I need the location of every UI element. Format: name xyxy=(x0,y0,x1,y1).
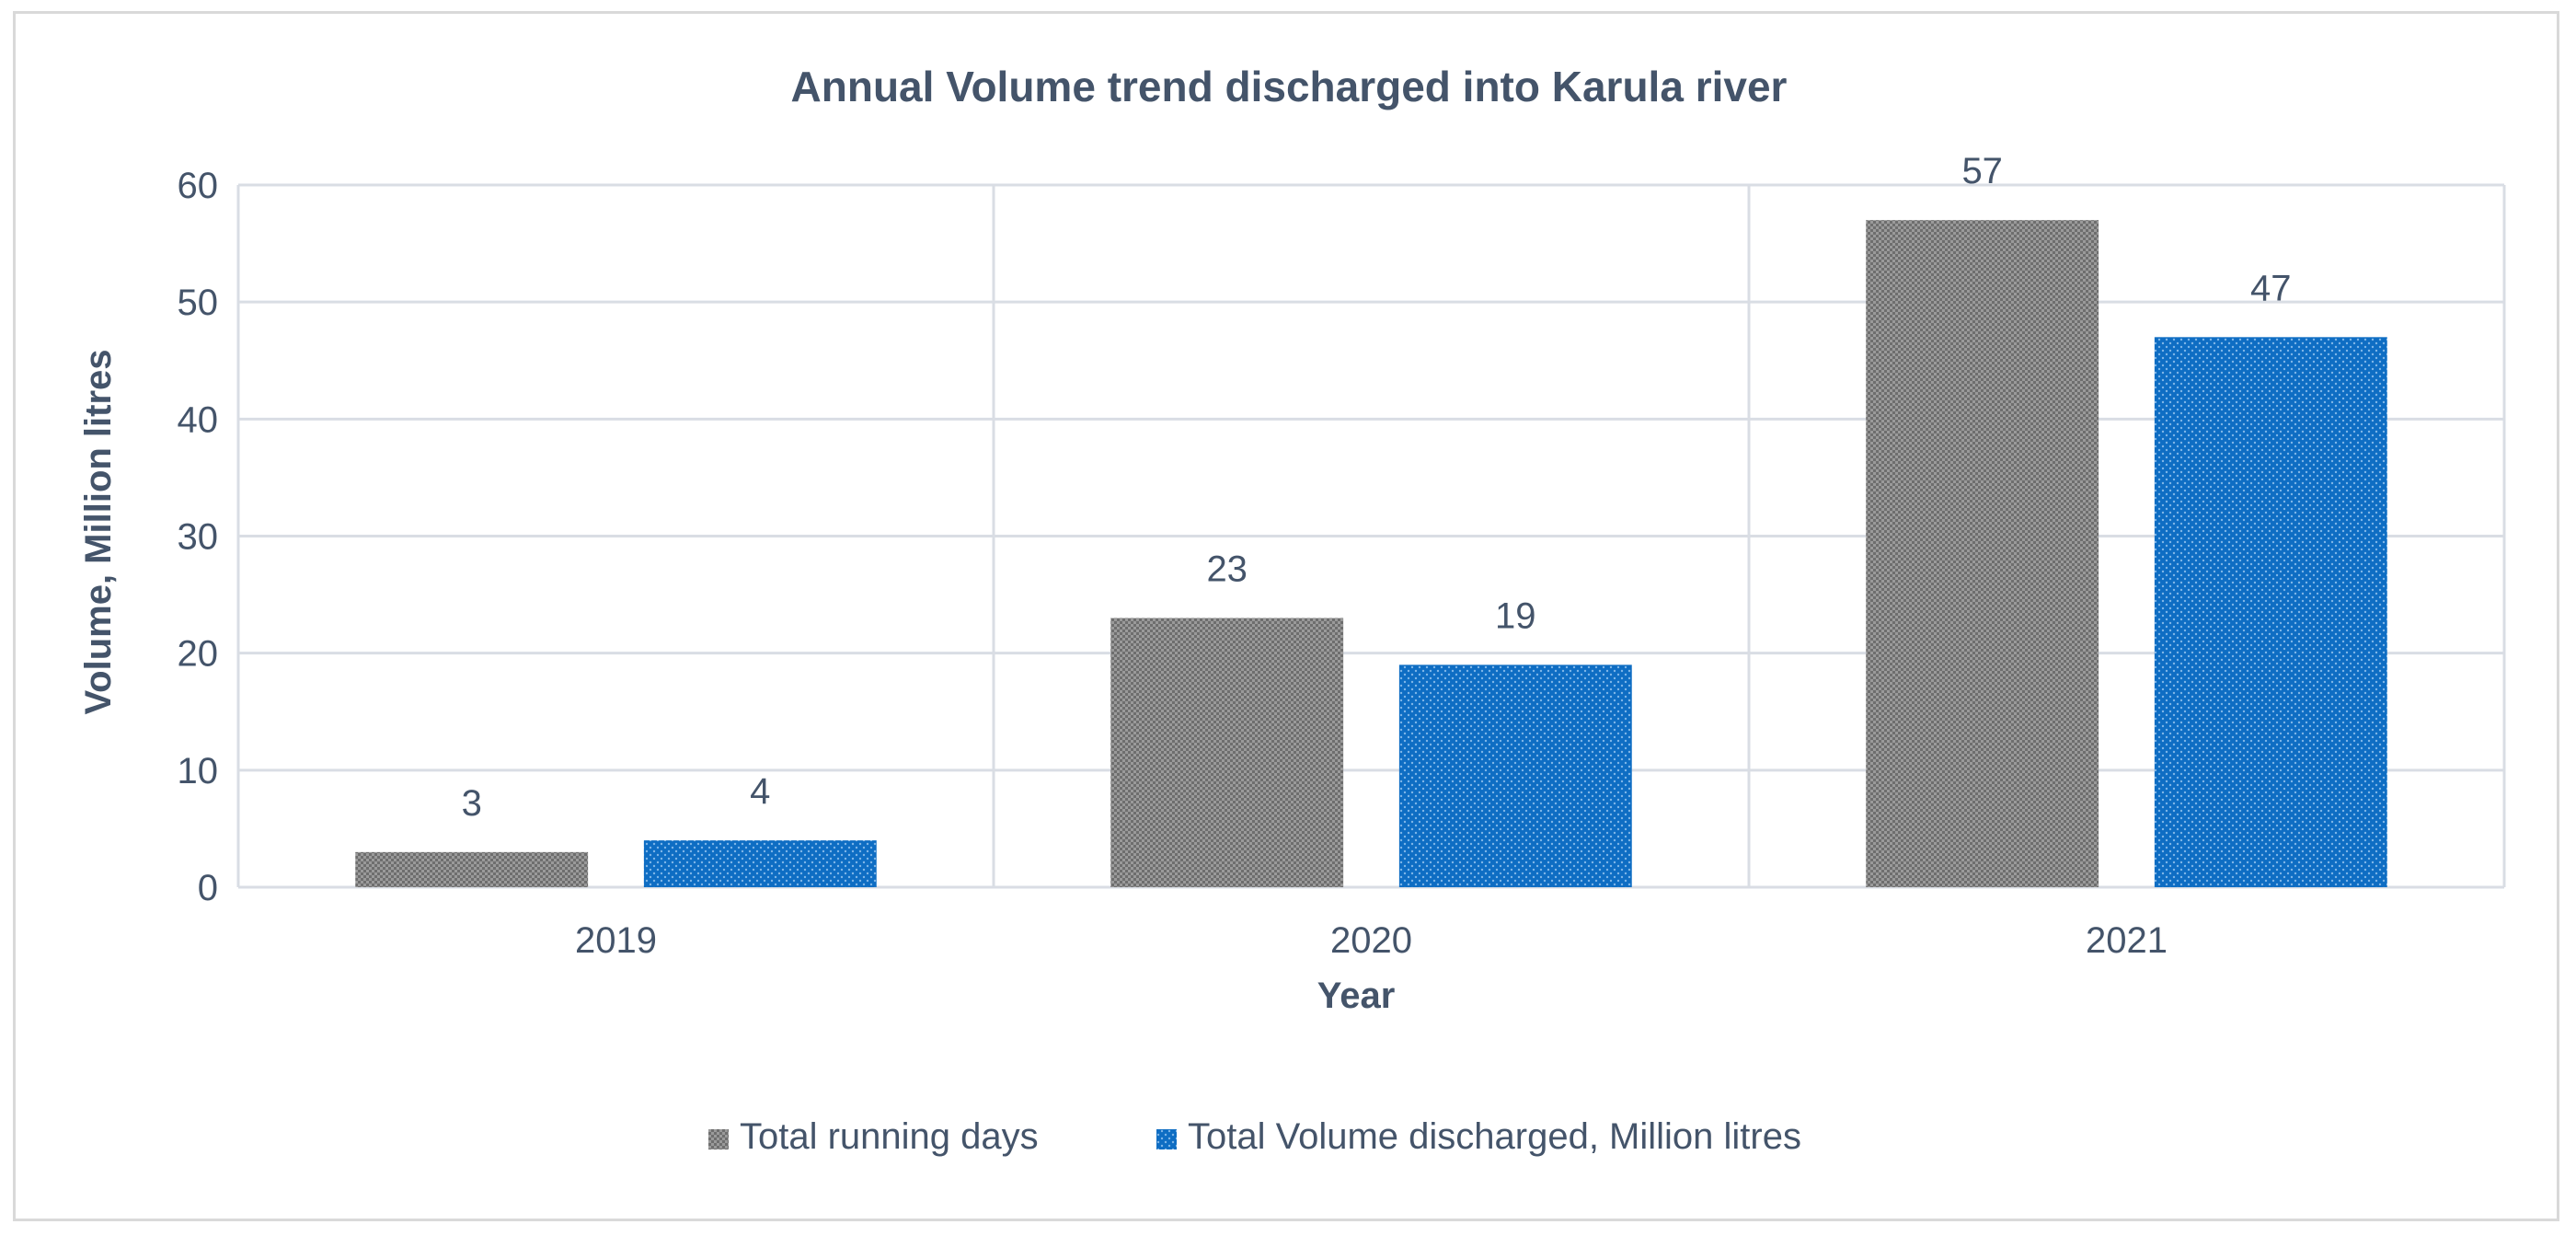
y-tick-label-0: 0 xyxy=(198,868,218,908)
data-label-running-days-2020: 23 xyxy=(1206,549,1248,590)
x-tick-label-2020: 2020 xyxy=(1330,920,1412,961)
bar-volume-2019 xyxy=(643,840,877,887)
data-label-volume-2019: 4 xyxy=(750,771,770,812)
data-label-running-days-2021: 57 xyxy=(1961,151,2003,191)
y-tick-label-20: 20 xyxy=(178,634,219,675)
chart-title: Annual Volume trend discharged into Karu… xyxy=(791,63,1788,110)
y-tick-label-50: 50 xyxy=(178,283,219,323)
x-axis-title: Year xyxy=(1317,976,1396,1016)
chart-frame: Annual Volume trend discharged into Karu… xyxy=(13,11,2559,1221)
bar-volume-2021 xyxy=(2154,337,2387,888)
bar-running-days-2021 xyxy=(1866,220,2099,887)
y-tick-label-60: 60 xyxy=(178,166,219,206)
legend-label-running-days: Total running days xyxy=(740,1116,1039,1157)
data-label-volume-2020: 19 xyxy=(1495,595,1536,636)
legend-swatch-running-days xyxy=(708,1129,729,1149)
bar-volume-2020 xyxy=(1398,664,1632,887)
x-tick-label-2019: 2019 xyxy=(575,920,657,961)
legend-swatch-volume xyxy=(1156,1129,1177,1149)
bars-layer xyxy=(355,220,2387,888)
grid-layer xyxy=(236,183,2506,889)
bar-running-days-2019 xyxy=(355,851,589,887)
data-label-volume-2021: 47 xyxy=(2250,268,2292,308)
y-tick-label-10: 10 xyxy=(178,751,219,791)
y-axis-title: Volume, Million litres xyxy=(78,349,119,714)
x-tick-label-2021: 2021 xyxy=(2086,920,2168,961)
labels-layer: 0 10 20 30 40 50 60 3 4 2019 23 19 2020 57 47 2021 xyxy=(178,151,2292,961)
legend: Total running days Total Volume discharg… xyxy=(708,1116,1801,1157)
bar-running-days-2020 xyxy=(1110,618,1344,887)
data-label-running-days-2019: 3 xyxy=(462,783,482,824)
chart-svg: Annual Volume trend discharged into Karu… xyxy=(78,63,2506,1157)
y-tick-label-40: 40 xyxy=(178,399,219,440)
y-tick-label-30: 30 xyxy=(178,517,219,558)
legend-label-volume: Total Volume discharged, Million litres xyxy=(1188,1116,1801,1157)
